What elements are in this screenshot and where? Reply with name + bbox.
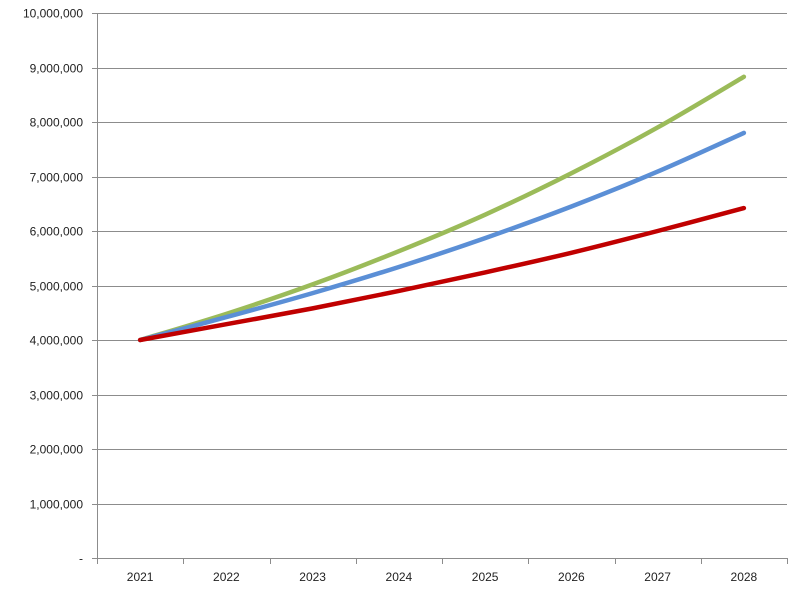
x-tick-label: 2028 bbox=[731, 570, 758, 584]
x-tick-label: 2025 bbox=[472, 570, 499, 584]
y-tick-label: 7,000,000 bbox=[30, 171, 84, 185]
axes bbox=[92, 13, 788, 564]
x-tick-label: 2026 bbox=[558, 570, 585, 584]
series-line-1 bbox=[137, 130, 747, 343]
series-lines bbox=[137, 74, 747, 343]
y-tick-label: 8,000,000 bbox=[30, 116, 84, 130]
y-tick-label: 5,000,000 bbox=[30, 280, 84, 294]
y-tick-label: 9,000,000 bbox=[30, 62, 84, 76]
y-tick-label: 6,000,000 bbox=[30, 225, 84, 239]
x-tick-label: 2023 bbox=[299, 570, 326, 584]
y-tick-label: 4,000,000 bbox=[30, 334, 84, 348]
tick-labels: - 1,000,000 2,000,000 3,000,000 4,000,000 5,0… bbox=[23, 7, 758, 585]
x-tick-label: 2027 bbox=[644, 570, 671, 584]
y-tick-label: 1,000,000 bbox=[30, 498, 84, 512]
y-tick-label: - bbox=[79, 552, 83, 566]
x-tick-label: 2021 bbox=[127, 570, 154, 584]
x-tick-label: 2024 bbox=[386, 570, 413, 584]
series-line-0 bbox=[137, 74, 747, 343]
series-line-2 bbox=[137, 205, 747, 343]
gridlines bbox=[97, 13, 787, 505]
y-tick-label: 3,000,000 bbox=[30, 389, 84, 403]
x-tick-label: 2022 bbox=[213, 570, 240, 584]
y-tick-label: 2,000,000 bbox=[30, 443, 84, 457]
y-tick-label: 10,000,000 bbox=[23, 7, 83, 21]
